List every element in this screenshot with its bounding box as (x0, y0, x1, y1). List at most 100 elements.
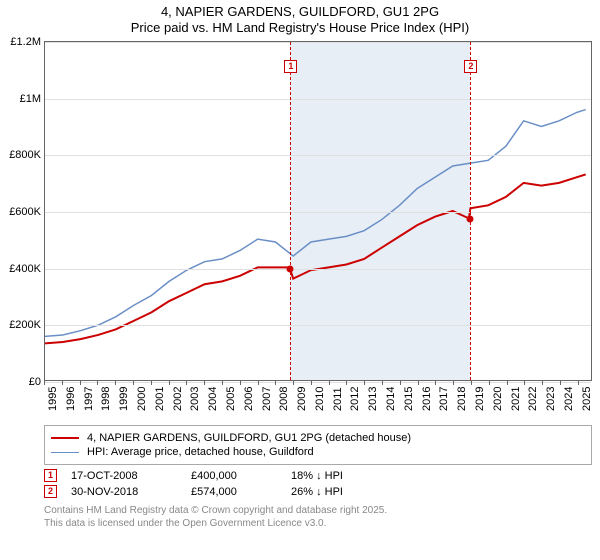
x-tick (115, 381, 116, 385)
sale-row-marker: 2 (44, 485, 57, 498)
x-tick-label: 1996 (65, 387, 77, 411)
x-tick-label: 2004 (207, 387, 219, 411)
sale-marker-box: 2 (464, 60, 477, 73)
legend-swatch (51, 437, 79, 439)
x-tick-label: 2019 (474, 387, 486, 411)
x-tick-label: 2007 (261, 387, 273, 411)
line-series-svg (45, 42, 591, 380)
series-price_paid (45, 174, 586, 343)
x-tick (204, 381, 205, 385)
x-tick (471, 381, 472, 385)
x-tick (80, 381, 81, 385)
x-tick-label: 2025 (581, 387, 593, 411)
x-tick (240, 381, 241, 385)
x-tick-label: 2000 (136, 387, 148, 411)
title-sub: Price paid vs. HM Land Registry's House … (0, 20, 600, 35)
gridline (45, 155, 591, 156)
legend-row: 4, NAPIER GARDENS, GUILDFORD, GU1 2PG (d… (51, 432, 585, 444)
x-tick (311, 381, 312, 385)
x-tick (346, 381, 347, 385)
x-tick (44, 381, 45, 385)
sale-date: 17-OCT-2008 (71, 470, 191, 482)
x-tick (329, 381, 330, 385)
x-tick (578, 381, 579, 385)
gridline (45, 42, 591, 43)
legend-row: HPI: Average price, detached house, Guil… (51, 446, 585, 458)
chart-container: 4, NAPIER GARDENS, GUILDFORD, GU1 2PG Pr… (0, 0, 600, 530)
sale-records: 117-OCT-2008£400,00018% ↓ HPI230-NOV-201… (44, 469, 592, 498)
y-tick-label: £0 (29, 376, 41, 388)
x-tick-label: 2003 (189, 387, 201, 411)
sale-row-marker: 1 (44, 469, 57, 482)
x-tick (382, 381, 383, 385)
x-tick (453, 381, 454, 385)
x-tick-label: 2008 (278, 387, 290, 411)
sale-vline (290, 42, 291, 380)
x-tick (489, 381, 490, 385)
gridline (45, 212, 591, 213)
x-tick-label: 2015 (403, 387, 415, 411)
x-tick-label: 2016 (421, 387, 433, 411)
x-tick (542, 381, 543, 385)
sale-marker-box: 1 (284, 60, 297, 73)
x-tick-label: 2001 (154, 387, 166, 411)
x-tick (222, 381, 223, 385)
x-tick-label: 1995 (47, 387, 59, 411)
sale-diff: 18% ↓ HPI (291, 470, 343, 482)
x-tick (293, 381, 294, 385)
x-tick-label: 2023 (545, 387, 557, 411)
x-tick-label: 2005 (225, 387, 237, 411)
y-tick-label: £1M (20, 93, 41, 105)
x-tick (400, 381, 401, 385)
sale-date: 30-NOV-2018 (71, 486, 191, 498)
x-tick-label: 1998 (100, 387, 112, 411)
x-tick (133, 381, 134, 385)
gridline (45, 99, 591, 100)
sale-dot (287, 265, 294, 272)
x-tick-label: 2006 (243, 387, 255, 411)
x-tick-label: 2018 (456, 387, 468, 411)
plot-area: £0£200K£400K£600K£800K£1M£1.2M12 (44, 41, 592, 381)
x-tick-label: 2020 (492, 387, 504, 411)
legend-swatch (51, 452, 79, 453)
x-tick (507, 381, 508, 385)
sale-row: 117-OCT-2008£400,00018% ↓ HPI (44, 469, 592, 482)
legend-label: 4, NAPIER GARDENS, GUILDFORD, GU1 2PG (d… (87, 432, 411, 444)
x-tick (151, 381, 152, 385)
legend: 4, NAPIER GARDENS, GUILDFORD, GU1 2PG (d… (44, 425, 592, 465)
y-tick-label: £800K (9, 149, 41, 161)
x-axis-labels: 1995199619971998199920002001200220032004… (44, 381, 592, 419)
x-tick-label: 2014 (385, 387, 397, 411)
x-tick-label: 2010 (314, 387, 326, 411)
footer-line2: This data is licensed under the Open Gov… (44, 517, 592, 530)
x-tick (364, 381, 365, 385)
x-tick-label: 2012 (349, 387, 361, 411)
x-tick-label: 2022 (527, 387, 539, 411)
x-tick-label: 2017 (438, 387, 450, 411)
x-tick-label: 2011 (332, 387, 344, 411)
sale-diff: 26% ↓ HPI (291, 486, 343, 498)
y-tick-label: £600K (9, 206, 41, 218)
x-tick-label: 2002 (172, 387, 184, 411)
x-tick-label: 2024 (563, 387, 575, 411)
x-tick-label: 2013 (367, 387, 379, 411)
chart-titles: 4, NAPIER GARDENS, GUILDFORD, GU1 2PG Pr… (0, 0, 600, 35)
legend-label: HPI: Average price, detached house, Guil… (87, 446, 314, 458)
x-tick (186, 381, 187, 385)
gridline (45, 325, 591, 326)
x-tick (275, 381, 276, 385)
x-tick (169, 381, 170, 385)
title-main: 4, NAPIER GARDENS, GUILDFORD, GU1 2PG (0, 4, 600, 19)
x-tick (97, 381, 98, 385)
gridline (45, 269, 591, 270)
sale-vline (470, 42, 471, 380)
x-tick (258, 381, 259, 385)
x-tick (560, 381, 561, 385)
x-tick-label: 2021 (510, 387, 522, 411)
footer-attribution: Contains HM Land Registry data © Crown c… (44, 504, 592, 530)
y-tick-label: £1.2M (10, 36, 41, 48)
x-tick (524, 381, 525, 385)
sale-row: 230-NOV-2018£574,00026% ↓ HPI (44, 485, 592, 498)
x-tick (435, 381, 436, 385)
x-tick (62, 381, 63, 385)
